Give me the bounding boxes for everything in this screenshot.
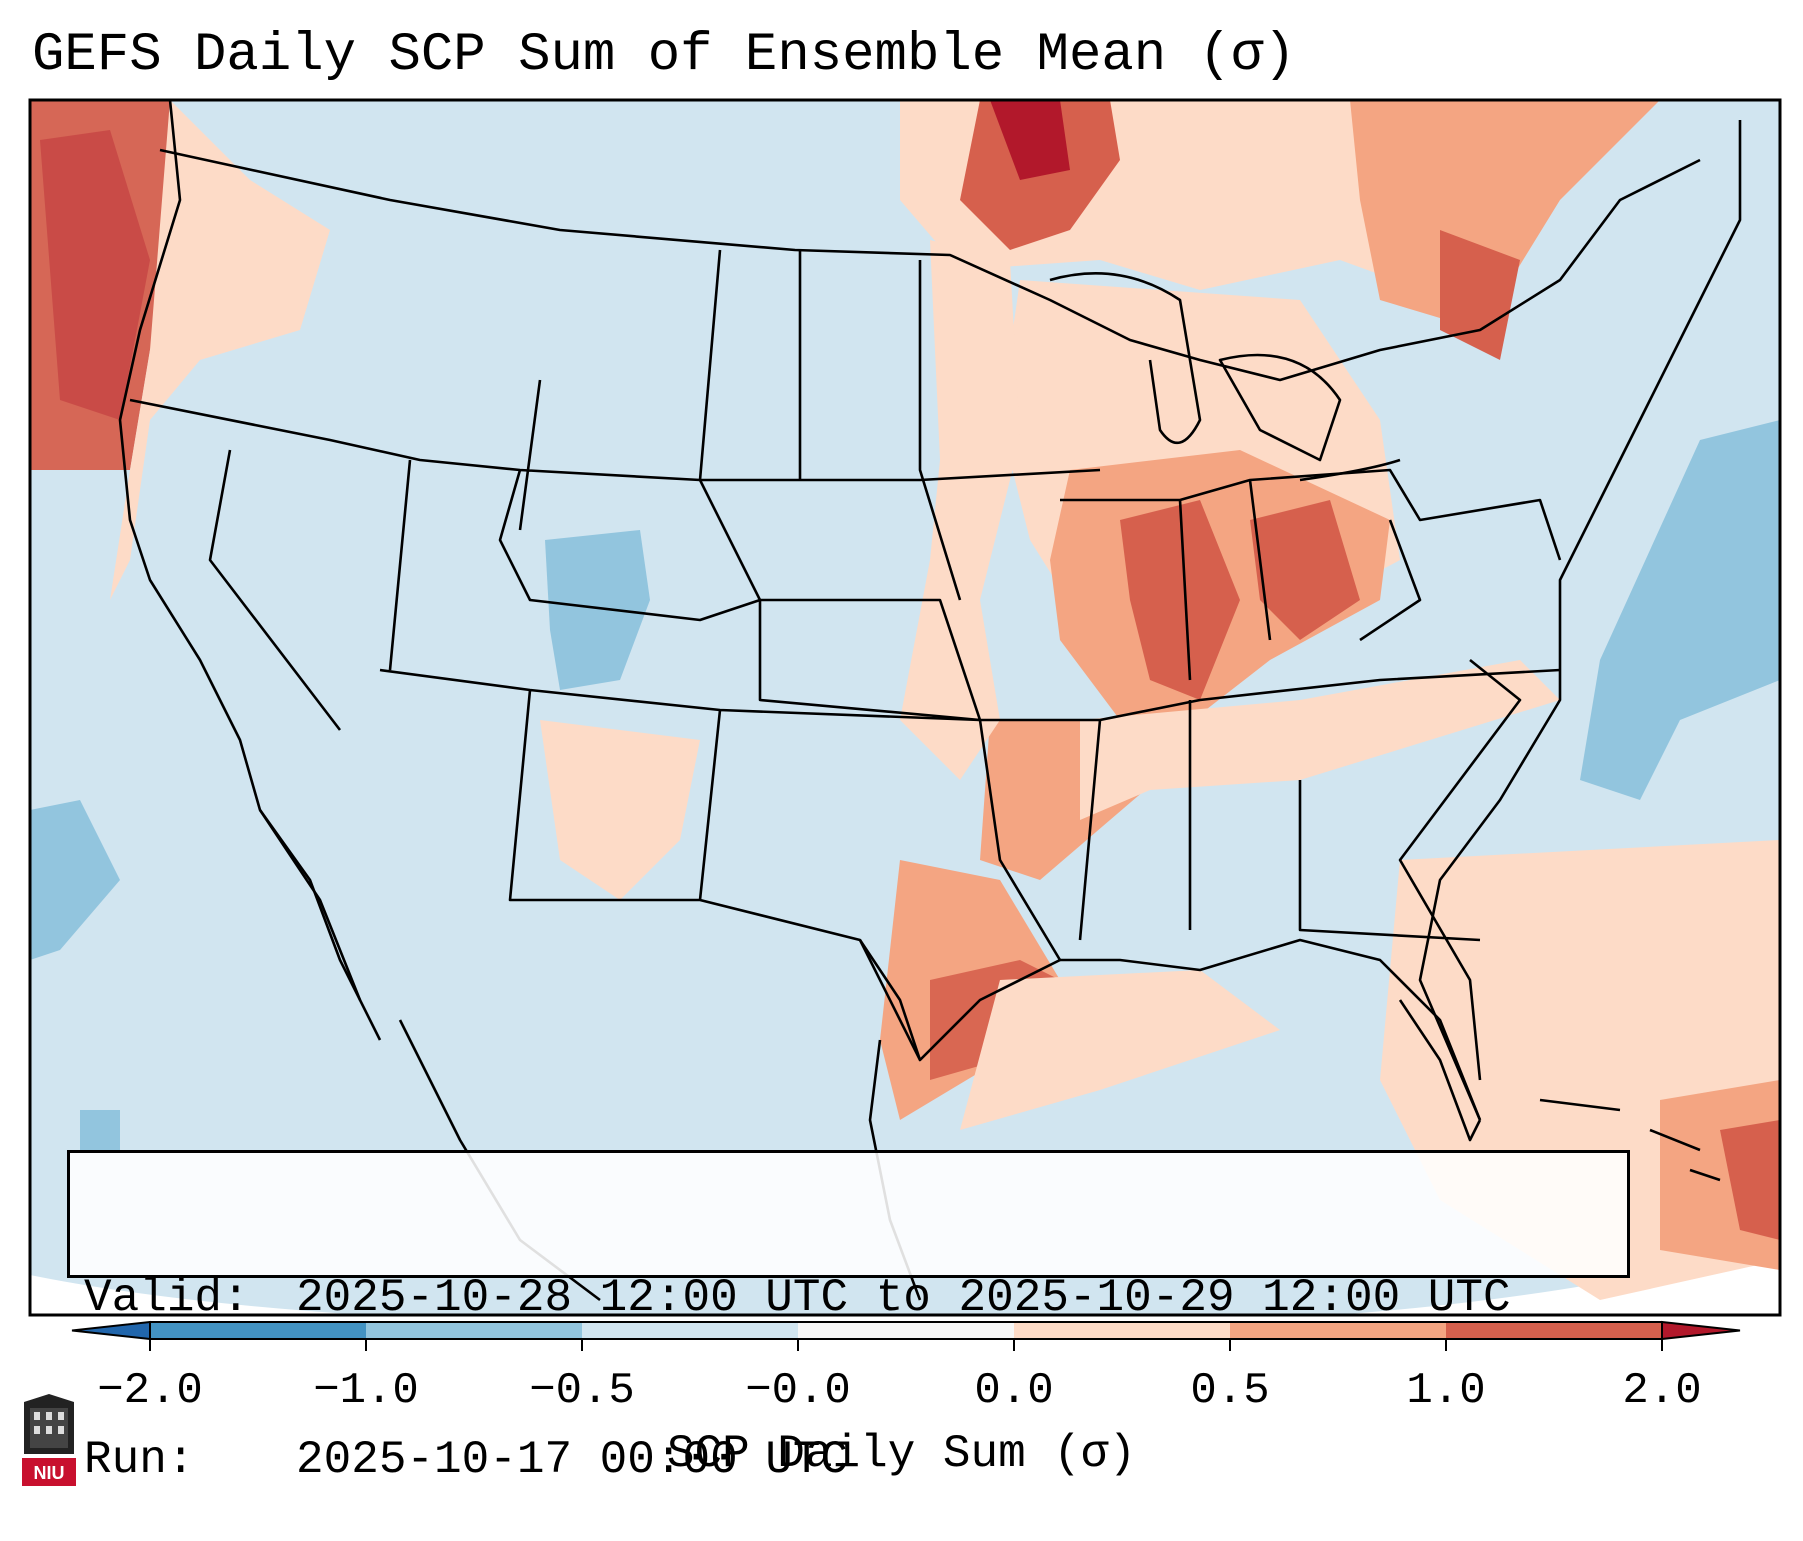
niu-logo: NIU [22, 1394, 76, 1486]
great-lakes-outline [1049, 272, 1401, 482]
canada-border [159, 148, 1701, 382]
colorbar [71, 1320, 1741, 1351]
colorbar-bin [1446, 1322, 1662, 1339]
colorbar-tick-label: −0.0 [745, 1366, 851, 1416]
colorbar-tick-label: −0.5 [529, 1366, 635, 1416]
region-pacific-blue [30, 800, 120, 960]
region-caribbean-core [1720, 1120, 1780, 1240]
region-colorado [545, 530, 650, 690]
region-southeast-light [1080, 660, 1560, 820]
region-quebec-core [1440, 230, 1520, 360]
colorbar-bin [1014, 1322, 1230, 1339]
region-pacific-blue-2 [80, 1110, 120, 1150]
region-ontario-core [990, 100, 1070, 180]
region-gulf-light [960, 970, 1280, 1130]
run-time: 2025-10-17 00:00 UTC [296, 1434, 849, 1486]
region-pnw-light [110, 100, 330, 600]
colorbar-bin [150, 1322, 366, 1339]
colorbar-extend-max [1661, 1320, 1741, 1341]
florida [1398, 999, 1482, 1142]
colorbar-tick-label: 0.5 [1190, 1366, 1270, 1416]
states-east [1060, 468, 1562, 1081]
region-western-atlantic [1580, 420, 1780, 800]
colorbar-outline [149, 1321, 1663, 1340]
colorbar-bin [582, 1322, 798, 1339]
states-central [698, 249, 1561, 961]
region-quebec [1350, 100, 1660, 330]
anomaly-regions [30, 100, 1780, 1300]
valid-key: Valid: [84, 1272, 250, 1324]
projection-edge [30, 1240, 1780, 1315]
gulf-coast [858, 938, 1482, 1121]
run-key: Run: [84, 1434, 195, 1486]
map-title: GEFS Daily SCP Sum of Ensemble Mean (σ) [32, 25, 1296, 86]
colorbar-tick-label: 1.0 [1406, 1366, 1486, 1416]
region-plains-light [900, 240, 1020, 780]
region-pnw-core [40, 130, 150, 420]
states-west [129, 379, 1101, 1062]
map-border [28, 98, 1782, 1317]
colorbar-tick-label: 2.0 [1622, 1366, 1702, 1416]
region-new-mexico-light [540, 720, 700, 900]
caribbean-islands [1539, 1098, 1721, 1182]
colorbar-bin [798, 1322, 1014, 1339]
east-coast [1418, 120, 1742, 1121]
valid-range: 2025-10-28 12:00 UTC to 2025-10-29 12:00… [296, 1272, 1511, 1324]
colorbar-tick-label: −1.0 [313, 1366, 419, 1416]
logo-text: NIU [34, 1463, 65, 1483]
region-ohio-core [1120, 500, 1240, 700]
map-panel [28, 98, 1782, 1351]
colorbar-label: SCP Daily Sum (σ) [666, 1428, 1137, 1480]
colorbar-tick-label: −2.0 [97, 1366, 203, 1416]
state-boundaries [118, 100, 1742, 1302]
colorbar-tick-label: 0.0 [974, 1366, 1054, 1416]
colorbar-bin [366, 1322, 582, 1339]
valid-time-box: Valid: 2025-10-28 12:00 UTC to 2025-10-29… [67, 1150, 1630, 1486]
region-pacific-northwest [30, 100, 190, 470]
colorbar-bin [1230, 1322, 1446, 1339]
region-indiana [1250, 500, 1360, 640]
